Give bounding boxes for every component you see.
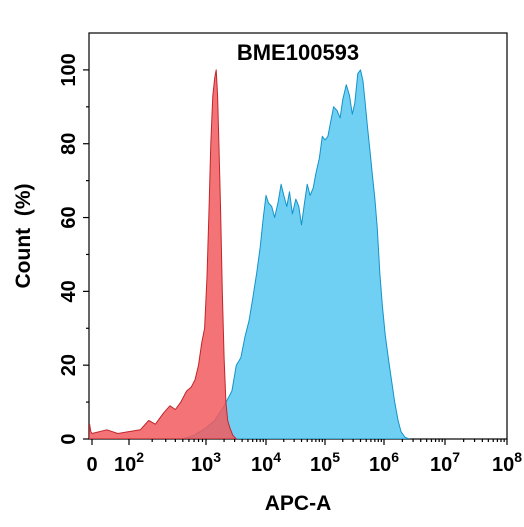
- x-axis: 0 102 103 104 105 106 107 108: [86, 439, 522, 476]
- x-tick-label: 108: [492, 449, 522, 476]
- y-tick-label: 100: [58, 53, 80, 86]
- x-tick-label: 103: [191, 449, 221, 476]
- x-tick-label: 0: [86, 454, 97, 476]
- series-red-area: [89, 69, 237, 439]
- x-tick-label: 107: [430, 449, 460, 476]
- y-axis: 0 20 40 60 80 100: [58, 53, 89, 445]
- y-axis-label: Count (%): [12, 184, 35, 289]
- x-tick-label: 106: [369, 449, 399, 476]
- y-tick-label: 80: [58, 133, 80, 155]
- y-tick-label: 0: [58, 433, 80, 444]
- y-tick-label: 40: [58, 280, 80, 302]
- series-layer: [89, 69, 410, 439]
- y-tick-label: 60: [58, 206, 80, 228]
- y-tick-label: 20: [58, 354, 80, 376]
- x-tick-label: 105: [310, 449, 340, 476]
- x-axis-label: APC-A: [265, 492, 332, 515]
- x-tick-label: 104: [251, 449, 281, 476]
- series-blue-area: [182, 69, 410, 439]
- chart-title: BME100593: [237, 40, 359, 65]
- x-tick-label: 102: [114, 449, 144, 476]
